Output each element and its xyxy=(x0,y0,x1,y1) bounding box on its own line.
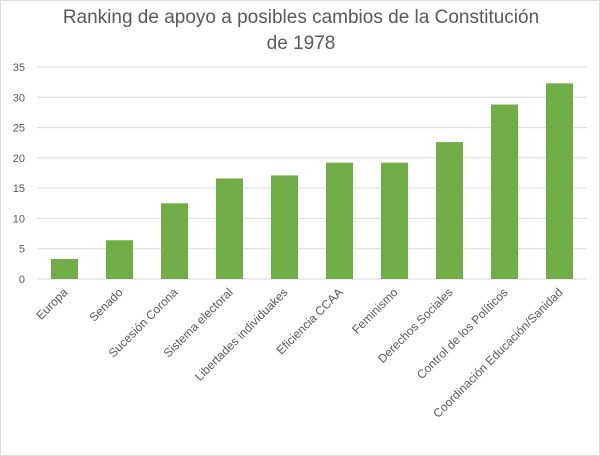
x-category-label: Senado xyxy=(86,285,125,324)
y-tick-label: 0 xyxy=(19,274,25,286)
y-tick-label: 15 xyxy=(13,183,25,195)
bar xyxy=(326,162,353,279)
x-category-label: Europa xyxy=(33,285,70,322)
chart-title-line-1: Ranking de apoyo a posibles cambios de l… xyxy=(62,7,540,28)
y-tick-label: 25 xyxy=(13,123,25,135)
bar xyxy=(436,142,463,279)
bar xyxy=(271,175,298,279)
bar xyxy=(106,240,133,279)
x-category-label: Control de los Políticos xyxy=(414,285,511,382)
bar xyxy=(381,162,408,279)
y-tick-label: 10 xyxy=(13,213,25,225)
y-tick-label: 35 xyxy=(13,62,25,74)
chart-title: Ranking de apoyo a posibles cambios de l… xyxy=(1,5,599,57)
y-axis-ticks: 0 5 10 15 20 25 30 35 xyxy=(13,62,25,286)
bars xyxy=(51,83,573,280)
bar xyxy=(546,83,573,280)
chart-title-line-2: de 1978 xyxy=(266,33,336,54)
x-category-label: Libertades individuakes xyxy=(192,285,291,384)
bar xyxy=(51,259,78,279)
y-tick-label: 30 xyxy=(13,92,25,104)
bar xyxy=(491,104,518,279)
y-tick-label: 5 xyxy=(19,244,25,256)
y-tick-label: 20 xyxy=(13,153,25,165)
x-category-label: Feminismo xyxy=(349,285,401,337)
bar xyxy=(161,203,188,279)
bar xyxy=(216,178,243,279)
